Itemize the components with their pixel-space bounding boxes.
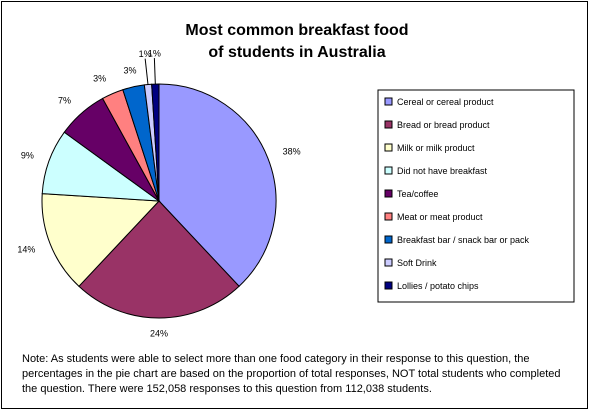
legend-label-did-not-have-breakfast: Did not have breakfast <box>397 166 488 176</box>
chart-note: Note: As students were able to select mo… <box>22 353 561 395</box>
legend-swatch-tea-coffee <box>384 189 393 198</box>
data-label-bread-or-bread-product: 24% <box>150 328 168 338</box>
legend-label-milk-or-milk-product: Milk or milk product <box>397 143 475 153</box>
legend-box <box>377 89 575 303</box>
data-label-cereal-or-cereal-product: 38% <box>283 146 301 156</box>
chart-title-line-1: Most common breakfast food <box>185 22 409 39</box>
legend-swatch-meat-or-meat-product <box>384 212 393 221</box>
legend-label-bread-or-bread-product: Bread or bread product <box>397 120 490 130</box>
legend-swatch-bread-or-bread-product <box>384 120 393 129</box>
pie-slice-milk-or-milk-product <box>41 193 161 287</box>
pie-slice-bread-or-bread-product <box>78 200 240 319</box>
legend-label-cereal-or-cereal-product: Cereal or cereal product <box>397 97 494 107</box>
legend-swatch-milk-or-milk-product <box>384 143 393 152</box>
data-label-milk-or-milk-product: 14% <box>17 244 35 254</box>
pie-slice-cereal-or-cereal-product <box>158 83 277 287</box>
pie-data-labels: 38%24%14%9%7%3%3%1%1% <box>17 48 300 338</box>
legend-swatch-soft-drink <box>384 258 393 267</box>
data-label-meat-or-meat-product: 3% <box>93 73 106 83</box>
chart-title: Most common breakfast food of students i… <box>162 20 432 64</box>
pie-slice-lollies-potato-chips <box>151 83 160 202</box>
legend-label-lollies-potato-chips: Lollies / potato chips <box>397 281 479 291</box>
chart-title-line-2: of students in Australia <box>208 44 386 61</box>
legend-swatch-breakfast-bar-snack-bar-or-pack <box>384 235 393 244</box>
legend-swatch-cereal-or-cereal-product <box>384 97 393 106</box>
legend-swatch-did-not-have-breakfast <box>384 166 393 175</box>
data-label-tea-coffee: 7% <box>58 96 71 106</box>
legend: Cereal or cereal product Bread or bread p… <box>377 89 575 303</box>
data-label-lollies-potato-chips: 1% <box>148 48 161 58</box>
legend-label-breakfast-bar-snack-bar-or-pack: Breakfast bar / snack bar or pack <box>397 235 530 245</box>
legend-swatch-lollies-potato-chips <box>384 281 393 290</box>
leader-line-lollies-potato-chips <box>153 58 156 85</box>
legend-label-meat-or-meat-product: Meat or meat product <box>397 212 483 222</box>
pie-slices <box>41 83 277 319</box>
leader-line-soft-drink <box>144 58 149 85</box>
data-label-did-not-have-breakfast: 9% <box>21 150 34 160</box>
legend-label-tea-coffee: Tea/coffee <box>397 189 438 199</box>
legend-label-soft-drink: Soft Drink <box>397 258 437 268</box>
data-label-soft-drink: 1% <box>139 49 152 59</box>
data-label-breakfast-bar-snack-bar-or-pack: 3% <box>123 66 136 76</box>
